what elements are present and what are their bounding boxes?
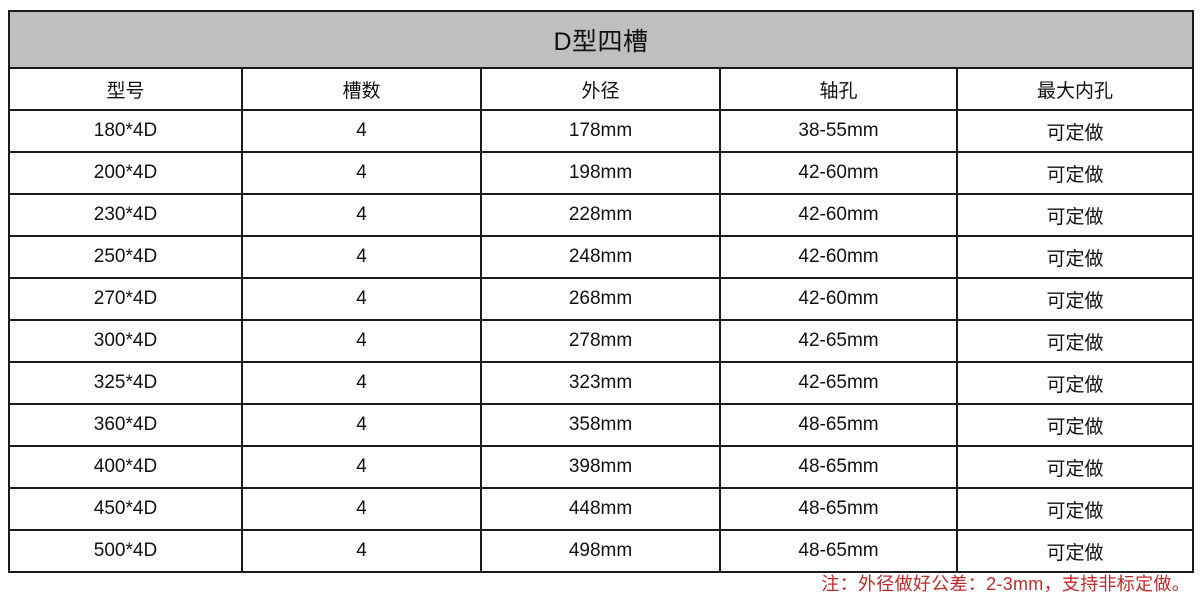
cell-grooves: 4 xyxy=(241,403,482,447)
cell-max-inner-hole: 可定做 xyxy=(955,529,1195,573)
cell-max-inner-hole: 可定做 xyxy=(955,109,1195,153)
column-header-model: 型号 xyxy=(8,67,243,111)
cell-grooves: 4 xyxy=(241,151,482,195)
cell-max-inner-hole: 可定做 xyxy=(955,403,1195,447)
cell-model: 450*4D xyxy=(8,487,243,531)
column-header-grooves: 槽数 xyxy=(241,67,482,111)
cell-grooves: 4 xyxy=(241,529,482,573)
cell-max-inner-hole: 可定做 xyxy=(955,319,1195,363)
cell-shaft-hole: 42-60mm xyxy=(719,151,958,195)
cell-max-inner-hole: 可定做 xyxy=(955,277,1195,321)
cell-max-inner-hole: 可定做 xyxy=(955,235,1195,279)
cell-grooves: 4 xyxy=(241,277,482,321)
cell-max-inner-hole: 可定做 xyxy=(955,151,1195,195)
cell-grooves: 4 xyxy=(241,445,482,489)
cell-model: 270*4D xyxy=(8,277,243,321)
cell-shaft-hole: 48-65mm xyxy=(719,529,958,573)
cell-grooves: 4 xyxy=(241,235,482,279)
cell-model: 360*4D xyxy=(8,403,243,447)
cell-outer-diameter: 248mm xyxy=(480,235,721,279)
cell-model: 500*4D xyxy=(8,529,243,573)
cell-shaft-hole: 48-65mm xyxy=(719,403,958,447)
cell-shaft-hole: 42-65mm xyxy=(719,361,958,405)
cell-outer-diameter: 323mm xyxy=(480,361,721,405)
table-row: 300*4D 4 278mm 42-65mm 可定做 xyxy=(8,319,1195,363)
table-title-row: D型四槽 xyxy=(7,10,1195,69)
cell-max-inner-hole: 可定做 xyxy=(955,193,1195,237)
table-row: 360*4D 4 358mm 48-65mm 可定做 xyxy=(8,403,1195,447)
cell-max-inner-hole: 可定做 xyxy=(955,487,1195,531)
cell-shaft-hole: 48-65mm xyxy=(719,487,958,531)
cell-outer-diameter: 498mm xyxy=(480,529,721,573)
column-header-outer-diameter: 外径 xyxy=(480,67,721,111)
cell-model: 325*4D xyxy=(8,361,243,405)
table-row: 270*4D 4 268mm 42-60mm 可定做 xyxy=(8,277,1195,321)
table-row: 230*4D 4 228mm 42-60mm 可定做 xyxy=(8,193,1195,237)
cell-model: 230*4D xyxy=(8,193,243,237)
cell-shaft-hole: 42-60mm xyxy=(719,277,958,321)
cell-outer-diameter: 278mm xyxy=(480,319,721,363)
cell-model: 180*4D xyxy=(8,109,243,153)
cell-outer-diameter: 268mm xyxy=(480,277,721,321)
table-row: 500*4D 4 498mm 48-65mm 可定做 xyxy=(8,529,1195,573)
cell-max-inner-hole: 可定做 xyxy=(955,445,1195,489)
cell-max-inner-hole: 可定做 xyxy=(955,361,1195,405)
cell-grooves: 4 xyxy=(241,193,482,237)
table-row: 200*4D 4 198mm 42-60mm 可定做 xyxy=(8,151,1195,195)
cell-grooves: 4 xyxy=(241,361,482,405)
cell-grooves: 4 xyxy=(241,109,482,153)
cell-shaft-hole: 42-65mm xyxy=(719,319,958,363)
specification-table: D型四槽 型号 槽数 外径 轴孔 最大内孔 180*4D 4 178mm 38-… xyxy=(7,10,1195,573)
cell-shaft-hole: 48-65mm xyxy=(719,445,958,489)
cell-outer-diameter: 358mm xyxy=(480,403,721,447)
cell-grooves: 4 xyxy=(241,319,482,363)
cell-shaft-hole: 42-60mm xyxy=(719,193,958,237)
cell-outer-diameter: 198mm xyxy=(480,151,721,195)
cell-grooves: 4 xyxy=(241,487,482,531)
table-footnote: 注：外径做好公差：2-3mm，支持非标定做。 xyxy=(821,574,1190,594)
column-header-shaft-hole: 轴孔 xyxy=(719,67,958,111)
table-row: 400*4D 4 398mm 48-65mm 可定做 xyxy=(8,445,1195,489)
cell-model: 300*4D xyxy=(8,319,243,363)
cell-outer-diameter: 448mm xyxy=(480,487,721,531)
cell-model: 250*4D xyxy=(8,235,243,279)
cell-outer-diameter: 178mm xyxy=(480,109,721,153)
cell-shaft-hole: 42-60mm xyxy=(719,235,958,279)
column-header-max-inner-hole: 最大内孔 xyxy=(955,67,1195,111)
table-title: D型四槽 xyxy=(7,10,1195,69)
table-row: 325*4D 4 323mm 42-65mm 可定做 xyxy=(8,361,1195,405)
cell-model: 400*4D xyxy=(8,445,243,489)
cell-outer-diameter: 398mm xyxy=(480,445,721,489)
cell-shaft-hole: 38-55mm xyxy=(719,109,958,153)
cell-model: 200*4D xyxy=(8,151,243,195)
table-row: 180*4D 4 178mm 38-55mm 可定做 xyxy=(8,109,1195,153)
cell-outer-diameter: 228mm xyxy=(480,193,721,237)
table-header-row: 型号 槽数 外径 轴孔 最大内孔 xyxy=(8,67,1195,111)
table-row: 250*4D 4 248mm 42-60mm 可定做 xyxy=(8,235,1195,279)
table-row: 450*4D 4 448mm 48-65mm 可定做 xyxy=(8,487,1195,531)
